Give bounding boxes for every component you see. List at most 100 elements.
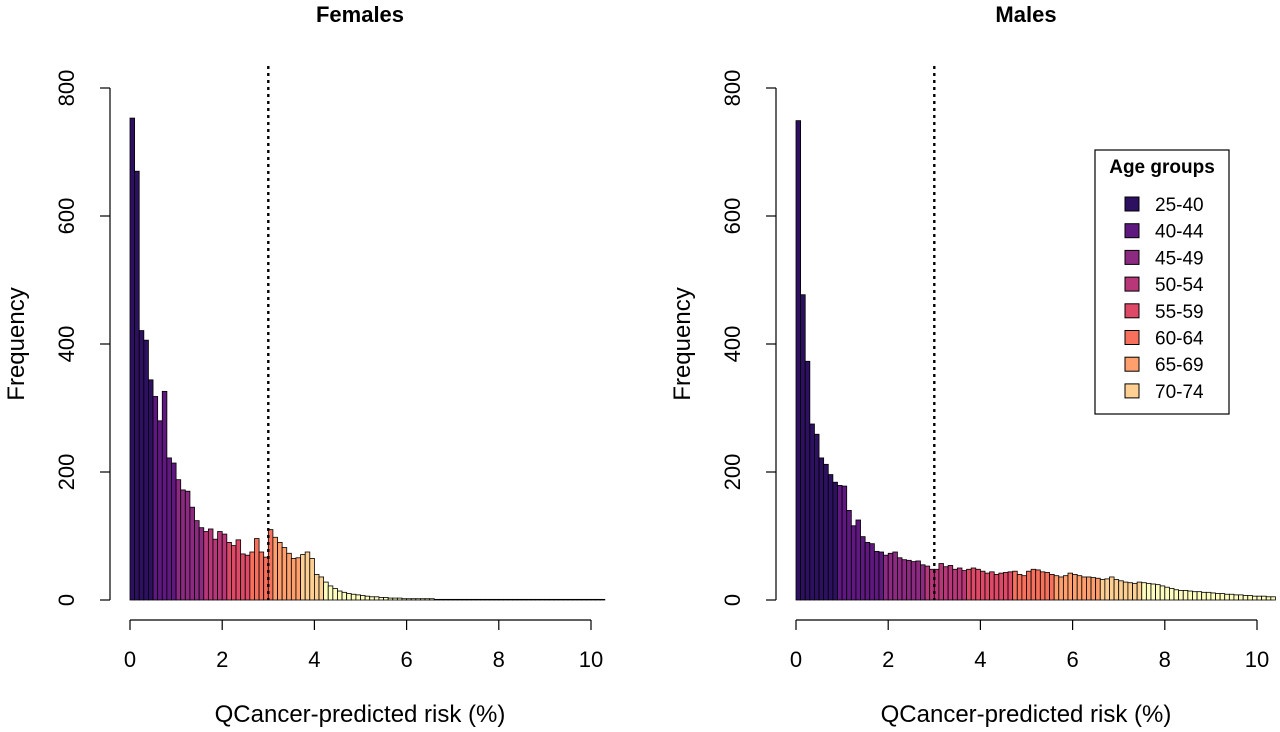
males-bar: [1099, 579, 1106, 601]
females-bar: [526, 598, 532, 601]
males-bar: [1062, 575, 1069, 601]
females-bar: [383, 597, 389, 601]
males-bar: [878, 551, 884, 601]
females-bar: [544, 598, 550, 601]
females-bar: [364, 595, 371, 601]
females-bar: [461, 598, 467, 601]
males-bar: [1261, 595, 1267, 601]
males-bar: [1187, 590, 1193, 601]
males-x-tick-label: 8: [1159, 647, 1171, 672]
females-bar: [456, 598, 463, 601]
males-bar: [869, 543, 875, 601]
females-bar: [475, 598, 481, 601]
females-bar: [581, 598, 587, 601]
females-y-tick-label: 800: [54, 70, 79, 107]
females-y-tick-label: 0: [54, 594, 79, 606]
females-bar: [198, 527, 205, 601]
males-bar: [846, 509, 852, 601]
males-y-tick-label: 600: [720, 198, 745, 235]
males-x-axis-label: QCancer-predicted risk (%): [881, 701, 1172, 728]
males-x-tick-label: 0: [790, 647, 802, 672]
males-bar: [1007, 571, 1014, 601]
legend-swatch: [1124, 276, 1140, 292]
females-bar: [157, 420, 163, 601]
females-bar: [378, 597, 384, 601]
females-bar: [309, 558, 315, 601]
males-bar: [1192, 591, 1198, 601]
females-bar: [396, 597, 403, 601]
males-bar: [1067, 572, 1073, 601]
males-bar: [920, 564, 926, 601]
males-bar: [980, 570, 986, 601]
males-bar: [1270, 596, 1276, 601]
females-bar: [286, 552, 292, 601]
males-bar: [1265, 596, 1272, 601]
males-bar: [956, 567, 963, 601]
females-bar: [277, 542, 283, 601]
males-x-tick-label: 10: [1245, 647, 1269, 672]
females-bar: [484, 598, 490, 601]
legend-swatch: [1124, 196, 1140, 212]
males-bar: [998, 572, 1004, 601]
males-bar: [1178, 590, 1184, 601]
females-bar: [553, 598, 560, 601]
legend-items: 25-40 40-44 45-49 50-54 55-59 60-64 65-69 70-74: [1124, 195, 1204, 403]
females-x-tick-label: 4: [308, 647, 320, 672]
legend-label: 45-49: [1155, 248, 1204, 269]
females-bar: [189, 506, 195, 601]
females-bar: [212, 538, 218, 601]
females-bar: [350, 593, 357, 601]
males-bar: [1104, 578, 1110, 601]
females-bar: [443, 598, 449, 601]
legend-label: 40-44: [1155, 222, 1204, 243]
legend-label: 60-64: [1155, 329, 1204, 350]
males-bar: [1159, 585, 1166, 601]
females-bar: [171, 462, 177, 601]
males-bar: [1122, 581, 1129, 601]
males-bar: [1016, 574, 1023, 601]
females-bar: [281, 547, 288, 601]
females-bar: [387, 597, 394, 601]
females-bar: [507, 598, 514, 601]
males-bar: [901, 559, 908, 601]
males-bar: [943, 566, 949, 601]
females-bar: [572, 598, 578, 601]
females-bar: [207, 528, 214, 601]
females-bar: [392, 597, 398, 601]
females-bar: [249, 551, 255, 601]
males-bar: [1141, 582, 1147, 601]
males-bar: [1039, 571, 1046, 601]
females-bar: [244, 554, 251, 601]
females-bar: [221, 533, 228, 601]
males-bar: [1030, 568, 1037, 601]
males-bar: [993, 574, 1000, 601]
females-bar: [452, 598, 458, 601]
males-bar: [860, 536, 866, 601]
males-bar: [1053, 575, 1060, 601]
females-bar: [447, 598, 454, 601]
males-bar: [864, 542, 871, 601]
females-bar: [161, 390, 168, 601]
males-bars: [795, 120, 1276, 601]
legend-label: 55-59: [1155, 302, 1204, 323]
males-bar: [1072, 574, 1078, 601]
females-bar: [369, 596, 375, 601]
legend-swatch: [1124, 249, 1140, 265]
legend-swatch: [1124, 303, 1140, 319]
females-bar: [203, 531, 209, 601]
females-bar: [512, 598, 518, 601]
females-bar: [180, 489, 186, 601]
females-bar: [290, 558, 297, 601]
males-x-tick-label: 4: [974, 647, 986, 672]
females-bar: [521, 598, 527, 601]
males-bar: [809, 423, 815, 601]
females-bar: [129, 117, 136, 601]
females-bar: [134, 170, 140, 601]
males-bar: [804, 360, 811, 601]
males-bar: [1145, 582, 1152, 601]
females-bar: [360, 595, 366, 601]
females-bar: [539, 598, 546, 601]
females-bar: [194, 520, 200, 601]
males-title: Males: [995, 2, 1056, 27]
